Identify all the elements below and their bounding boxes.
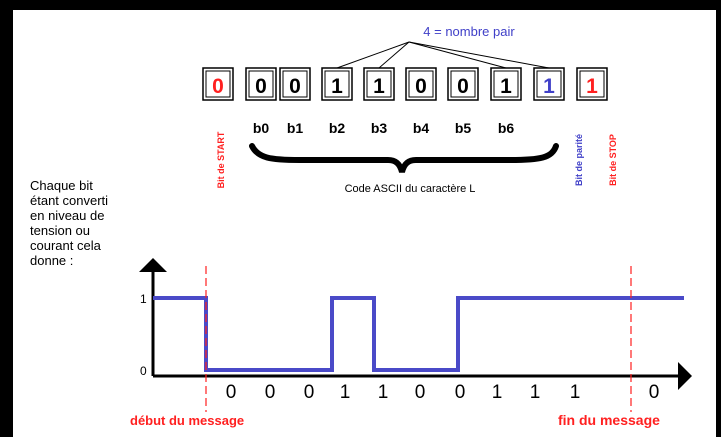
data-bit-label: b2 xyxy=(329,120,346,136)
data-bit-label: b3 xyxy=(371,120,388,136)
signal-bit-value: 0 xyxy=(226,382,237,403)
bit-value: 0 xyxy=(289,75,301,98)
bit-box xyxy=(533,67,565,101)
data-bit-label: b0 xyxy=(253,120,270,136)
bit-box-inner xyxy=(366,70,392,98)
bit-value: 0 xyxy=(255,75,267,98)
end-marker-label: fin du message xyxy=(558,412,660,428)
bit-box-inner xyxy=(493,70,519,98)
bit-value: 0 xyxy=(212,75,224,98)
bit-label-row: b0 b1 b2 b3 b4 b5 b6 xyxy=(253,120,515,136)
bit-box xyxy=(363,67,395,101)
data-bit-label: b4 xyxy=(413,120,430,136)
explanation-line: étant converti xyxy=(30,193,108,208)
signal-waveform xyxy=(153,296,684,372)
start-marker-label: début du message xyxy=(130,413,244,428)
bit-box-inner xyxy=(408,70,434,98)
signal-bit-value: 0 xyxy=(415,382,426,403)
explanation-line: donne : xyxy=(30,253,73,268)
signal-bit-value: 1 xyxy=(570,382,581,403)
level-high-label: 1 xyxy=(140,292,147,306)
data-bit-label: b5 xyxy=(455,120,472,136)
bit-value: 0 xyxy=(415,75,427,98)
bit-box-inner xyxy=(324,70,350,98)
parity-bit-label: Bit de parité xyxy=(574,134,584,186)
parity-pointer-line xyxy=(336,41,410,69)
bit-value: 1 xyxy=(586,75,598,98)
parity-pointer-lines xyxy=(336,41,550,69)
signal-bit-value: 0 xyxy=(455,382,466,403)
ascii-brace-label: Code ASCII du caractère L xyxy=(345,183,476,195)
bit-value: 1 xyxy=(331,75,343,98)
signal-bit-value: 0 xyxy=(265,382,276,403)
level-low-label: 0 xyxy=(140,364,147,378)
signal-bit-value: 0 xyxy=(649,382,660,403)
bit-box-inner xyxy=(536,70,562,98)
bit-box-inner xyxy=(282,70,308,98)
ascii-brace xyxy=(249,143,559,173)
bit-box xyxy=(576,67,608,101)
bit-box-inner xyxy=(205,70,231,98)
signal-bit-value: 1 xyxy=(530,382,541,403)
bit-box xyxy=(405,67,437,101)
parity-pointer-line xyxy=(408,41,507,69)
parity-note: 4 = nombre pair xyxy=(423,24,515,39)
bit-box-inner xyxy=(579,70,605,98)
signal-bit-value: 1 xyxy=(378,382,389,403)
x-axis-arrow-icon xyxy=(678,362,692,390)
y-axis-arrow-icon xyxy=(139,258,167,272)
bit-box xyxy=(279,67,311,101)
signal-bit-values: 0 0 0 1 1 0 0 1 1 1 0 xyxy=(226,382,660,403)
explanation-text: Chaque bit étant converti en niveau de t… xyxy=(30,178,108,268)
bit-box xyxy=(490,67,522,101)
parity-pointer-line xyxy=(408,41,550,69)
bit-box xyxy=(321,67,353,101)
parity-pointer-line xyxy=(378,41,410,69)
explanation-line: en niveau de xyxy=(30,208,104,223)
stop-bit-label: Bit de STOP xyxy=(608,134,618,186)
bit-box-inner xyxy=(248,70,274,98)
explanation-line: Chaque bit xyxy=(30,178,93,193)
signal-bit-value: 1 xyxy=(340,382,351,403)
data-bit-label: b1 xyxy=(287,120,304,136)
data-bit-label: b6 xyxy=(498,120,515,136)
signal-bit-value: 1 xyxy=(492,382,503,403)
start-bit-label: Bit de START xyxy=(216,131,226,188)
bit-box xyxy=(202,67,234,101)
bit-value: 0 xyxy=(457,75,469,98)
explanation-line: tension ou xyxy=(30,223,90,238)
bit-value: 1 xyxy=(500,75,512,98)
explanation-line: courant cela xyxy=(30,238,102,253)
signal-bit-value: 0 xyxy=(304,382,315,403)
bit-box-inner xyxy=(450,70,476,98)
signal-axes: 1 0 xyxy=(139,258,692,390)
bit-value: 1 xyxy=(543,75,555,98)
bit-box xyxy=(245,67,277,101)
bit-box xyxy=(447,67,479,101)
bit-value: 1 xyxy=(373,75,385,98)
